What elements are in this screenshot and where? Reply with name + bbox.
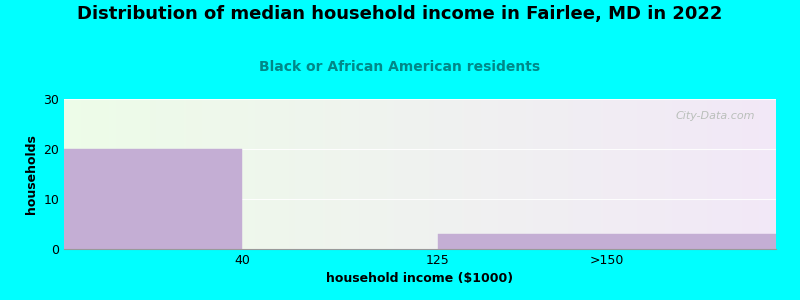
Y-axis label: households: households: [25, 134, 38, 214]
Text: City-Data.com: City-Data.com: [675, 111, 754, 121]
Bar: [438, 234, 776, 249]
X-axis label: household income ($1000): household income ($1000): [326, 272, 514, 285]
Text: Black or African American residents: Black or African American residents: [259, 60, 541, 74]
Bar: [64, 149, 242, 249]
Text: Distribution of median household income in Fairlee, MD in 2022: Distribution of median household income …: [78, 4, 722, 22]
